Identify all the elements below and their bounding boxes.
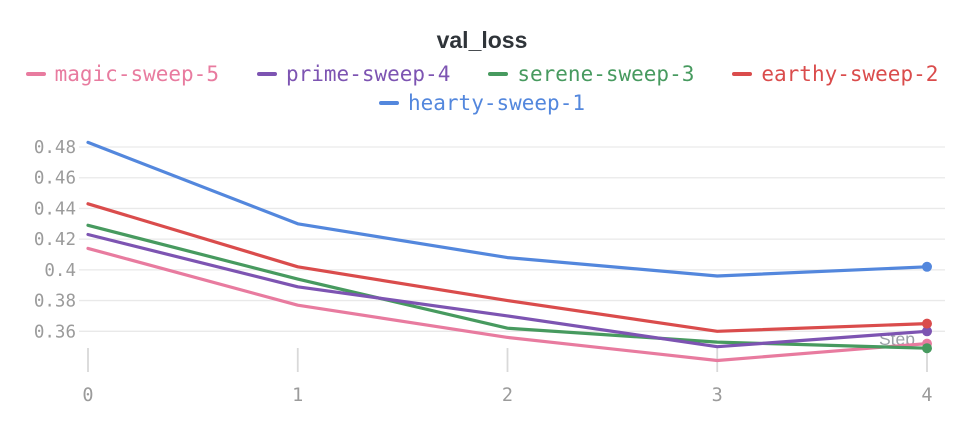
legend-swatch-icon <box>25 72 46 76</box>
legend-item[interactable]: magic-sweep-5 <box>25 62 219 86</box>
x-axis-tick-label: 0 <box>82 385 93 406</box>
series-end-dot <box>922 261 932 272</box>
y-axis-tick-label: 0.46 <box>34 169 76 189</box>
y-axis-tick-label: 0.48 <box>34 138 76 158</box>
legend-label: serene-sweep-3 <box>517 62 695 86</box>
legend-swatch-icon <box>378 101 399 105</box>
legend-swatch-icon <box>488 72 509 76</box>
legend-label: magic-sweep-5 <box>54 62 219 86</box>
legend-item[interactable]: hearty-sweep-1 <box>378 91 585 115</box>
x-axis-tick-label: 2 <box>502 385 513 406</box>
legend-label: hearty-sweep-1 <box>407 91 585 115</box>
x-axis-tick-label: 3 <box>712 385 723 406</box>
series-line[interactable] <box>86 223 929 350</box>
legend-label: earthy-sweep-2 <box>761 62 939 86</box>
legend-item[interactable]: serene-sweep-3 <box>488 62 694 86</box>
legend-swatch-icon <box>732 72 753 76</box>
series-line[interactable] <box>86 140 929 278</box>
y-axis-tick-label: 0.42 <box>34 230 76 250</box>
y-axis-tick-label: 0.44 <box>34 199 76 219</box>
x-axis-tick-label: 4 <box>921 385 932 406</box>
series-end-dot <box>922 326 932 337</box>
legend: magic-sweep-5 prime-sweep-4 serene-sweep-3… <box>7 62 957 115</box>
series-line[interactable] <box>86 202 929 333</box>
series-end-dot <box>922 343 932 354</box>
legend-label: prime-sweep-4 <box>285 62 451 86</box>
legend-item[interactable]: prime-sweep-4 <box>256 62 451 86</box>
series-line[interactable] <box>86 246 929 363</box>
y-axis-tick-label: 0.38 <box>34 292 76 312</box>
x-axis-tick-label: 1 <box>292 385 303 406</box>
y-axis-tick-label: 0.36 <box>34 322 76 342</box>
legend-item[interactable]: earthy-sweep-2 <box>732 62 938 86</box>
chart-title: val_loss <box>436 27 528 53</box>
series-end-dot <box>922 318 932 329</box>
y-axis-tick-label: 0.4 <box>44 261 76 281</box>
legend-swatch-icon <box>256 72 277 76</box>
series-line[interactable] <box>86 232 929 349</box>
